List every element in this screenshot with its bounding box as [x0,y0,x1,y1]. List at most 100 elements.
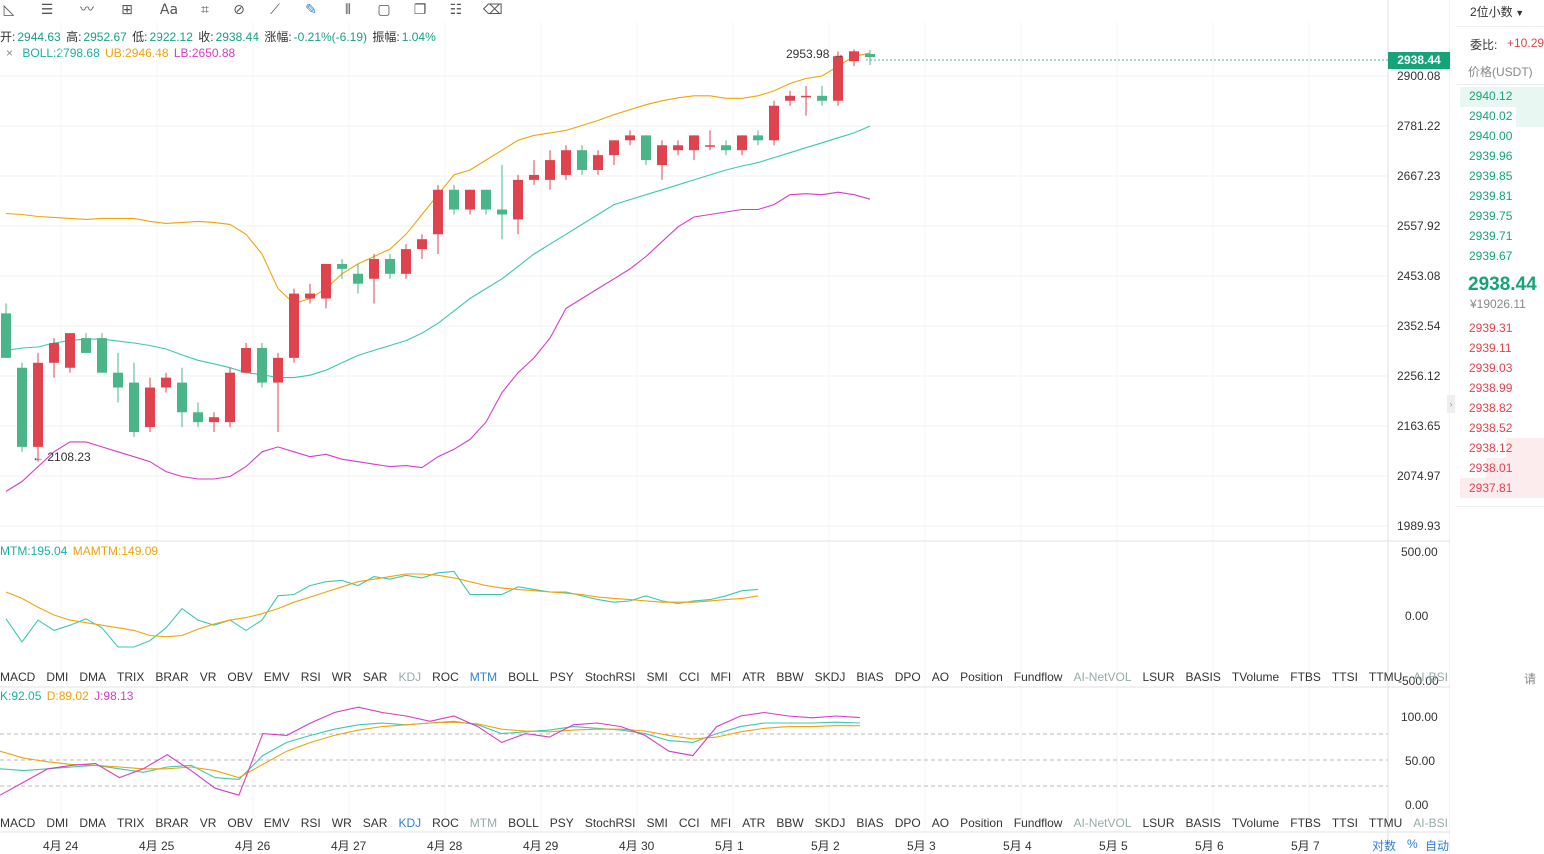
indicator-tab[interactable]: CCI [678,670,700,684]
indicator-tab[interactable]: LSUR [1142,670,1175,684]
pen-icon[interactable]: ✎ [305,2,317,18]
indicator-tab[interactable]: MTM [469,816,498,830]
indicator-tab[interactable]: TTMU [1368,670,1403,684]
decimals-select[interactable]: 2位小数 ▼ [1470,3,1524,20]
indicator-tab[interactable]: MFI [710,670,732,684]
bid-row[interactable]: 2940.12 [1469,89,1513,103]
indicator-tab[interactable]: DMA [79,670,107,684]
indicator-tab[interactable]: DPO [894,816,921,830]
measure-icon[interactable]: ⊘ [233,2,245,18]
indicator-tab[interactable]: AI-NetVOL [1073,670,1132,684]
close-indicator-icon[interactable]: × [6,46,14,60]
indicator-tab[interactable]: VR [199,816,217,830]
ruler-icon[interactable]: ⟋ [270,2,280,18]
indicator-tab[interactable]: SKDJ [814,670,846,684]
ask-row[interactable]: 2937.81 [1469,481,1513,495]
pattern-icon[interactable]: ⫴ [345,2,351,18]
text-icon[interactable]: Aa [159,2,179,18]
collapse-panel-icon[interactable]: › [1447,395,1455,413]
indicator-tab[interactable]: RSI [300,816,321,830]
indicator-tab[interactable]: ATR [742,670,766,684]
indicator-tab[interactable]: StochRSI [584,670,636,684]
bid-row[interactable]: 2939.96 [1469,149,1513,163]
bid-row[interactable]: 2939.71 [1469,229,1513,243]
indicator-tab[interactable]: AI-NetVOL [1073,816,1132,830]
indicator-tab[interactable]: DMI [46,816,69,830]
indicator-tab[interactable]: ROC [432,670,459,684]
indicator-tab[interactable]: MACD [0,816,36,830]
indicator-tab[interactable]: PSY [549,816,574,830]
indicator-tab[interactable]: SAR [362,670,388,684]
indicator-tab[interactable]: ATR [742,816,766,830]
indicator-tab[interactable]: TTSI [1331,670,1358,684]
indicator-tab[interactable]: OBV [227,670,253,684]
indicator-tab[interactable]: TVolume [1231,816,1280,830]
indicator-tab[interactable]: TRIX [117,670,145,684]
indicator-tab[interactable]: EMV [263,816,290,830]
percent-scale-button[interactable]: % [1407,837,1418,851]
bid-row[interactable]: 2939.67 [1469,249,1513,263]
indicator-tab[interactable]: AO [931,816,950,830]
indicator-tab[interactable]: ROC [432,816,459,830]
indicator-tab[interactable]: WR [331,670,352,684]
indicator-tab[interactable]: AI-BSI [1413,670,1448,684]
indicator-tab[interactable]: Fundflow [1013,670,1063,684]
indicator-tab[interactable]: BASIS [1185,670,1221,684]
indicator-tab[interactable]: Fundflow [1013,816,1063,830]
edit-icon[interactable]: ☷ [449,2,463,18]
trash-icon[interactable]: ⌫ [483,2,503,18]
line-tool-icon[interactable]: ◺ [3,2,15,18]
indicator-tab[interactable]: SMI [646,816,668,830]
indicator-tab[interactable]: DMA [79,816,107,830]
indicator-tab[interactable]: DPO [894,670,921,684]
indicator-tab[interactable]: BRAR [155,816,189,830]
indicator-tab[interactable]: TTMU [1368,816,1403,830]
auto-scale-button[interactable]: 自动 [1425,839,1450,853]
indicator-tab[interactable]: SMI [646,670,668,684]
brush-icon[interactable]: ⌗ [201,2,209,18]
indicator-tab[interactable]: SAR [362,816,388,830]
indicator-tab[interactable]: BIAS [856,816,884,830]
bid-row[interactable]: 2940.02 [1469,109,1513,123]
indicator-tab[interactable]: BRAR [155,670,189,684]
ask-row[interactable]: 2939.11 [1469,341,1512,355]
log-scale-button[interactable]: 对数 [1372,839,1397,853]
indicator-tab[interactable]: MACD [0,670,36,684]
ask-row[interactable]: 2939.03 [1469,361,1513,375]
indicator-tab[interactable]: BOLL [508,670,539,684]
indicator-tab[interactable]: CCI [678,816,700,830]
indicator-tab[interactable]: DMI [46,670,69,684]
indicator-tab[interactable]: KDJ [398,816,422,830]
indicator-tab[interactable]: RSI [300,670,321,684]
ask-row[interactable]: 2938.12 [1469,441,1513,455]
bid-row[interactable]: 2939.75 [1469,209,1513,223]
indicator-tab[interactable]: PSY [549,670,574,684]
indicator-tab[interactable]: StochRSI [584,816,636,830]
indicator-tab[interactable]: AO [931,670,950,684]
indicator-tab[interactable]: OBV [227,816,253,830]
indicator-tab[interactable]: SKDJ [814,816,846,830]
ask-row[interactable]: 2938.82 [1469,401,1513,415]
indicator-tab[interactable]: MFI [710,816,732,830]
indicator-tab[interactable]: KDJ [398,670,422,684]
copy-icon[interactable]: ❐ [413,2,427,18]
bid-row[interactable]: 2939.81 [1469,189,1513,203]
indicator-tab[interactable]: BBW [776,816,804,830]
indicator-tab[interactable]: TRIX [117,816,145,830]
bid-row[interactable]: 2939.85 [1469,169,1513,183]
indicator-tab[interactable]: BIAS [856,670,884,684]
indicator-tab[interactable]: WR [331,816,352,830]
lock-icon[interactable]: ▢ [377,2,391,18]
wave-icon[interactable]: 〰 [80,2,94,18]
ask-row[interactable]: 2938.99 [1469,381,1513,395]
bid-row[interactable]: 2940.00 [1469,129,1513,143]
indicator-tab[interactable]: LSUR [1142,816,1175,830]
ask-row[interactable]: 2938.52 [1469,421,1513,435]
indicator-tab[interactable]: Position [960,670,1003,684]
indicator-tab[interactable]: EMV [263,670,290,684]
chart-canvas[interactable] [0,0,1450,854]
indicator-tab[interactable]: VR [199,670,217,684]
ask-row[interactable]: 2938.01 [1469,461,1513,475]
indicator-tab[interactable]: FTBS [1290,670,1321,684]
indicator-tab[interactable]: BASIS [1185,816,1221,830]
